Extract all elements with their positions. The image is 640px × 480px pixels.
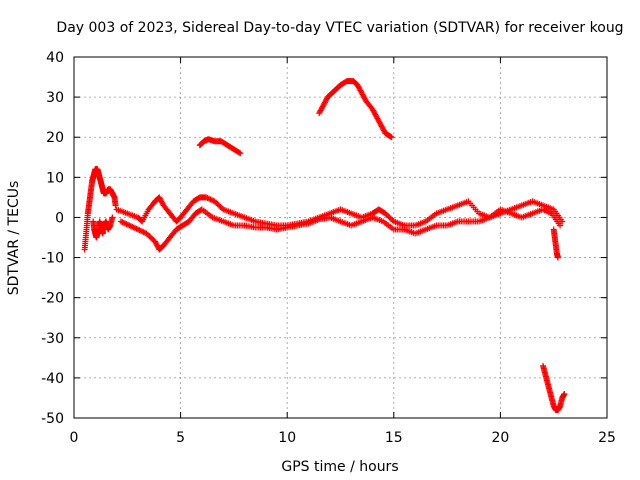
data-point bbox=[388, 134, 395, 141]
x-tick-label: 25 bbox=[598, 430, 616, 446]
data-point bbox=[554, 254, 561, 261]
data-point bbox=[109, 214, 116, 221]
y-tick-label: -30 bbox=[41, 331, 64, 347]
y-tick-label: -50 bbox=[41, 411, 64, 427]
data-point bbox=[387, 133, 394, 140]
y-tick-label: -40 bbox=[41, 371, 64, 387]
plot-frame bbox=[73, 56, 608, 419]
x-tick-label: 10 bbox=[278, 430, 296, 446]
data-point bbox=[557, 222, 564, 229]
y-tick-label: -20 bbox=[41, 291, 64, 307]
y-axis-ticks: -50 -40 -30 -20 -10 0 10 20 30 40 bbox=[41, 50, 607, 427]
data-point bbox=[112, 202, 119, 209]
x-tick-label: 20 bbox=[491, 430, 509, 446]
chart-title: Day 003 of 2023, Sidereal Day-to-day VTE… bbox=[56, 20, 623, 36]
y-tick-label: 0 bbox=[55, 210, 64, 226]
y-tick-label: 30 bbox=[46, 90, 64, 106]
data-points bbox=[81, 78, 568, 413]
x-tick-label: 0 bbox=[70, 430, 79, 446]
data-point bbox=[561, 390, 568, 397]
y-tick-label: 20 bbox=[46, 130, 64, 146]
y-tick-label: 40 bbox=[46, 50, 64, 66]
x-tick-label: 15 bbox=[385, 430, 403, 446]
grid-lines bbox=[74, 57, 607, 418]
data-point bbox=[197, 207, 204, 214]
y-tick-label: 10 bbox=[46, 170, 64, 186]
data-point bbox=[236, 149, 243, 156]
data-point bbox=[237, 150, 244, 157]
x-axis-ticks: 0 5 10 15 20 25 bbox=[70, 57, 616, 446]
y-tick-label: -10 bbox=[41, 251, 64, 267]
x-tick-label: 5 bbox=[176, 430, 185, 446]
y-axis-label: SDTVAR / TECUs bbox=[6, 181, 22, 296]
x-axis-label: GPS time / hours bbox=[281, 459, 398, 475]
